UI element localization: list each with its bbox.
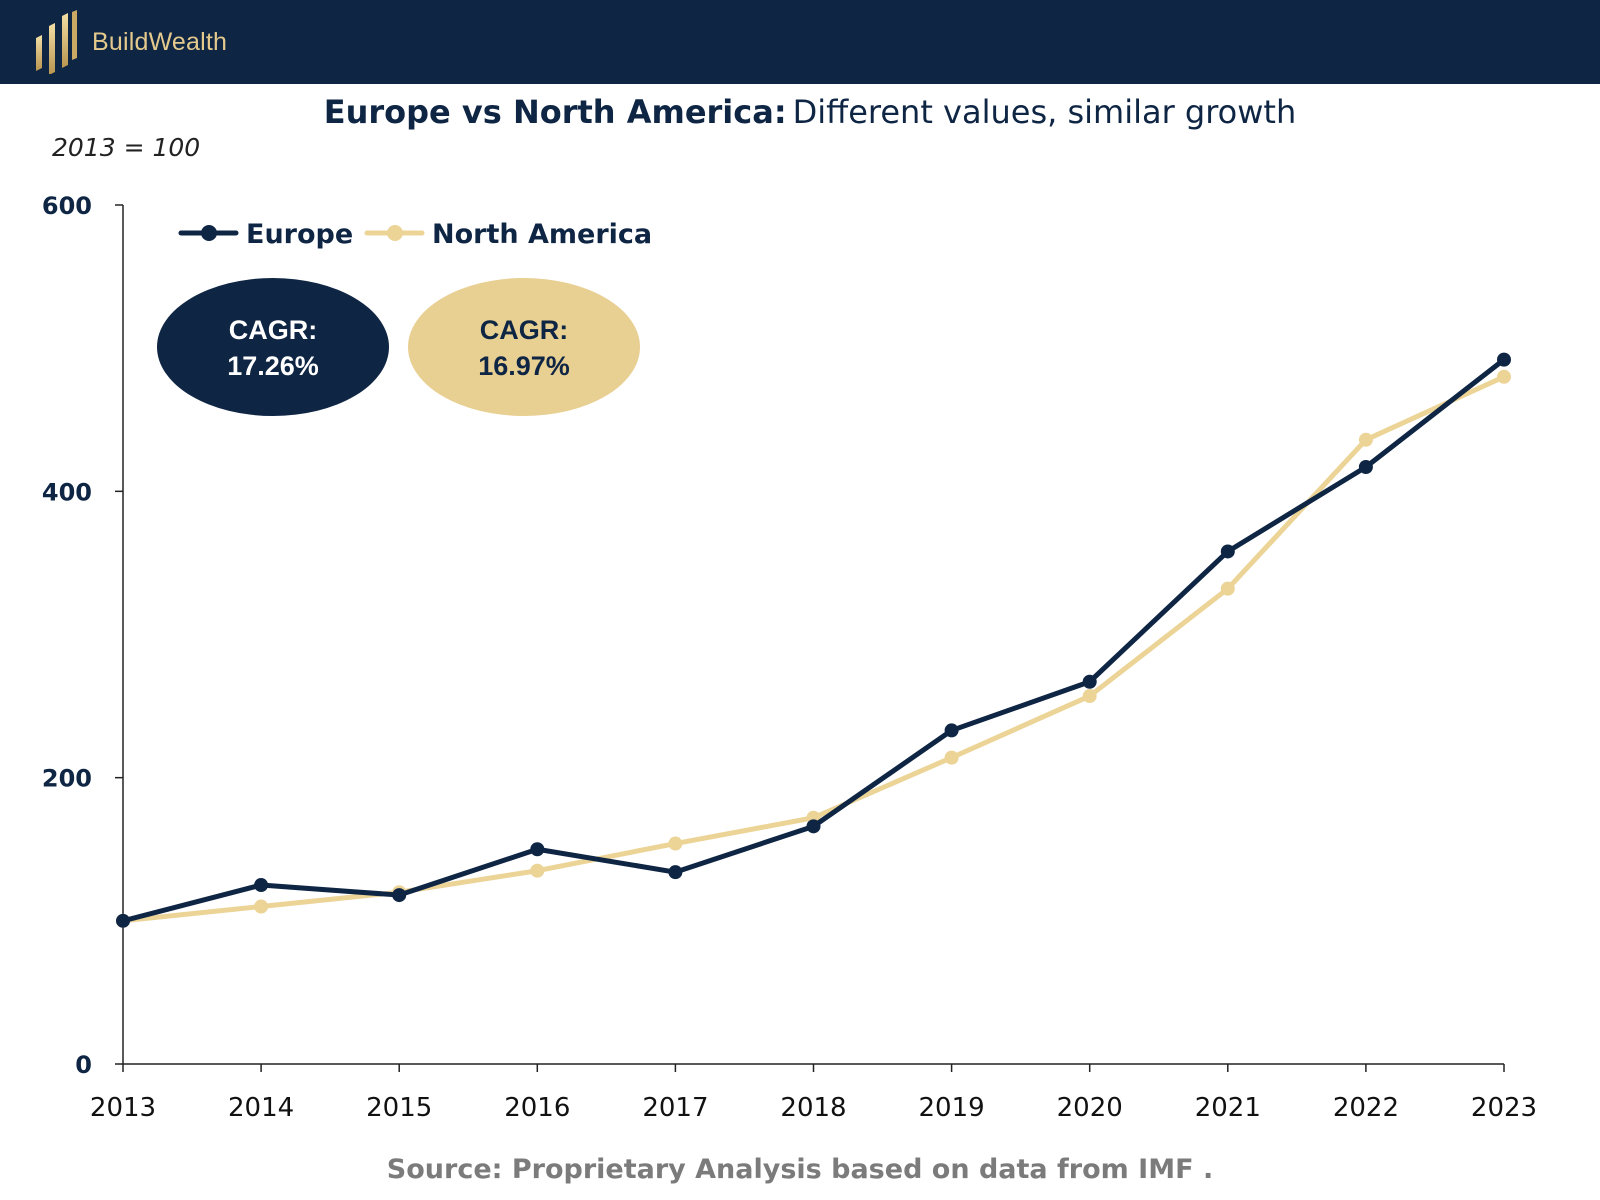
y-tick-label: 200 [42,765,92,793]
legend-label-north-america: North America [432,219,652,250]
cagr-bubble-north-america [408,278,640,416]
chart-title: Europe vs North America: Different values… [0,93,1600,131]
legend-label-europe: Europe [246,219,353,250]
series-line-north-america [120,374,1507,924]
x-tick-label: 2022 [1333,1093,1399,1123]
header-bar: BuildWealth [0,0,1600,84]
cagr-label-europe: CAGR: [229,315,318,345]
cagr-label-north-america: CAGR: [480,315,569,345]
data-point-north-america [1358,432,1373,447]
cagr-value-europe: 17.26% [227,351,319,381]
y-tick-label: 600 [42,192,92,220]
legend-marker-north-america [387,225,403,241]
chart-title-bold: Europe vs North America: [323,93,787,131]
x-tick-label: 2013 [90,1093,156,1123]
x-tick-label: 2019 [919,1093,985,1123]
chart-title-rest: Different values, similar growth [792,93,1297,131]
data-point-europe [806,819,821,834]
data-point-europe [1220,544,1235,559]
data-point-europe [116,913,130,928]
data-point-europe [254,878,269,893]
x-tick-label: 2014 [228,1093,294,1123]
x-tick-label: 2016 [504,1093,570,1123]
data-point-north-america [1497,369,1511,384]
data-point-europe [1497,352,1511,367]
x-tick-label: 2018 [780,1093,846,1123]
bar-chart-logo-icon [36,10,77,74]
y-tick-label: 400 [42,478,92,506]
data-point-europe [1082,674,1097,689]
data-point-north-america [668,836,683,851]
data-point-europe [392,888,407,903]
y-tick-label: 0 [75,1051,92,1079]
x-tick-label: 2023 [1471,1093,1537,1123]
source-note: Source: Proprietary Analysis based on da… [386,1154,1214,1185]
data-point-north-america [1220,581,1235,596]
x-tick-label: 2021 [1195,1093,1261,1123]
x-tick-label: 2020 [1057,1093,1123,1123]
data-point-north-america [254,899,269,914]
cagr-bubble-europe [157,278,389,416]
data-point-europe [944,723,959,738]
x-tick-label: 2017 [642,1093,708,1123]
chart-subtitle: 2013 = 100 [52,133,201,162]
legend-marker-europe [201,225,217,241]
data-point-north-america [944,750,959,765]
x-tick-label: 2015 [366,1093,432,1123]
brand-name: BuildWealth [92,27,228,56]
data-point-europe [668,865,683,880]
data-point-europe [1358,459,1373,474]
data-point-north-america [1082,689,1097,704]
cagr-value-north-america: 16.97% [478,351,570,381]
data-point-europe [530,842,545,857]
brand-logo[interactable]: BuildWealth [34,10,227,74]
series-line-europe [120,357,1507,924]
data-point-north-america [530,863,545,878]
